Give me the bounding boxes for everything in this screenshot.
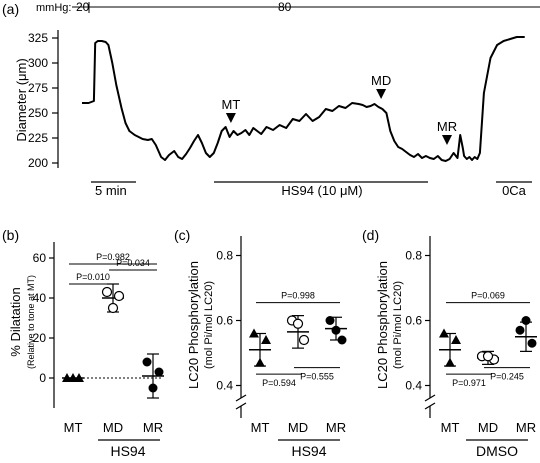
panel-b-plot: 0 20 40 60 MT MD MR P=0.982 P=0.010 P=0.034: [33, 242, 164, 435]
treatment-label: HS94 (10 μM): [281, 183, 362, 198]
panel-a-y-axis: 200 225 250 275 300 325: [28, 30, 59, 170]
panel-a-y-tick-label: 325: [28, 31, 48, 45]
data-point-mt: [68, 373, 78, 382]
panel-a-y-tick-label: 275: [28, 81, 48, 95]
diameter-trace: [82, 36, 525, 162]
panel-a-y-label: Diameter (μm): [14, 58, 29, 141]
y-tick-label: 20: [33, 331, 47, 345]
data-point-mt: [255, 357, 265, 367]
data-point-mr: [142, 357, 152, 367]
annotation-arrow-md: [376, 89, 387, 99]
pressure-value-20: 20: [76, 0, 90, 14]
panel-a: (a) mmHg: 20 80 200 225 250 275 300 325 Diame…: [2, 0, 540, 198]
p-value-label: P=0.034: [116, 258, 150, 268]
y-tick-label: 0.8: [216, 249, 233, 263]
y-tick-label: 0.4: [405, 379, 422, 393]
data-point-mr: [148, 383, 158, 393]
panel-a-annotations: MT MD MR: [222, 73, 457, 145]
p-value-label: P=0.245: [490, 372, 524, 382]
data-point-md: [482, 351, 494, 362]
axis-break-mark: [235, 394, 247, 402]
panel-b-y-label: % Dilatation: [8, 287, 23, 356]
panel-b-letter: (b): [2, 227, 19, 243]
washout-label: 0Ca: [502, 183, 527, 198]
y-tick-label: 0.8: [405, 249, 422, 263]
data-point-mr: [337, 335, 347, 345]
panel-a-letter: (a): [2, 1, 19, 17]
annotation-label-md: MD: [371, 73, 391, 88]
data-point-mt: [445, 357, 455, 367]
panel-c-letter: (c): [174, 227, 190, 243]
p-value-label: P=0.594: [262, 378, 296, 388]
panel-a-y-tick-label: 250: [28, 106, 48, 120]
x-category-label-mt: MT: [251, 420, 270, 435]
data-point-mt: [261, 335, 271, 344]
panel-a-y-tick-label: 200: [28, 156, 48, 170]
p-value-label: P=0.971: [452, 378, 486, 388]
axis-break-mark: [235, 402, 247, 410]
y-tick-label: 0.4: [216, 379, 233, 393]
pressure-label: mmHg:: [36, 2, 71, 14]
x-category-label-mr: MR: [326, 420, 346, 435]
data-point-mr: [325, 316, 335, 325]
annotation-arrow-mr: [441, 135, 452, 145]
y-tick-label: 0.6: [405, 314, 422, 328]
x-category-label-md: MD: [288, 420, 308, 435]
y-tick-label: 40: [33, 291, 47, 305]
y-tick-label: 0: [39, 371, 46, 385]
data-point-mr: [527, 338, 537, 348]
x-category-label-md: MD: [103, 420, 123, 435]
p-value-label: P=0.998: [281, 291, 315, 301]
p-value-label: P=0.069: [471, 291, 505, 301]
data-point-md: [298, 334, 310, 346]
panel-d-plot: 0.4 0.6 0.8 MT MD MR P=0.069 P=0.971 P=0.245: [405, 236, 537, 435]
axis-break-mark: [424, 402, 436, 410]
panel-a-y-tick-label: 225: [28, 131, 48, 145]
data-point-mr: [515, 325, 525, 335]
annotation-arrow-mt: [225, 113, 236, 123]
panel-c-y-label: LC20 Phosphorylation: [186, 261, 201, 389]
panel-c-group-label: HS94: [291, 443, 326, 459]
pressure-value-80: 80: [278, 0, 292, 14]
data-point-mt: [249, 328, 259, 338]
data-point-md: [101, 286, 113, 298]
panel-c: (c) LC20 Phosphorylation (mol Pi/mol LC2…: [174, 227, 347, 459]
panel-b-group-label: HS94: [110, 443, 145, 459]
data-point-mt: [439, 328, 449, 338]
panel-a-y-tick-label: 300: [28, 56, 48, 70]
axis-break-mark: [424, 394, 436, 402]
data-point-md: [113, 290, 125, 302]
data-point-mr: [521, 316, 531, 325]
data-point-md: [292, 318, 304, 329]
panel-c-plot: 0.4 0.6 0.8 MT MD MR P=0.998 P=0.594 P=0.555: [216, 236, 347, 435]
data-point-mr: [154, 367, 164, 377]
annotation-label-mt: MT: [222, 97, 241, 112]
panel-d-y-sublabel: (mol Pi/mol LC20): [392, 281, 404, 369]
data-point-mt: [451, 335, 461, 344]
x-category-label-mt: MT: [441, 420, 460, 435]
x-category-label-mr: MR: [516, 420, 536, 435]
data-point-md: [107, 302, 119, 314]
x-category-label-md: MD: [478, 420, 498, 435]
panel-d-group-label: DMSO: [476, 443, 518, 459]
p-value-label: P=0.982: [96, 252, 130, 262]
panel-b: (b) % Dilatation (Relative to tone at MT…: [2, 227, 164, 459]
data-point-mr: [331, 325, 341, 335]
x-category-label-mr: MR: [143, 420, 163, 435]
annotation-label-mr: MR: [437, 119, 457, 134]
panel-d-letter: (d): [362, 227, 379, 243]
panel-d: (d) LC20 Phosphorylation (mol Pi/mol LC2…: [362, 227, 537, 459]
panel-b-y-sublabel: (Relative to tone at MT): [26, 275, 36, 369]
panel-d-y-label: LC20 Phosphorylation: [375, 261, 390, 389]
x-category-label-mt: MT: [64, 420, 83, 435]
p-value-label: P=0.010: [76, 272, 110, 282]
y-tick-label: 60: [33, 251, 47, 265]
scale-bar-label: 5 min: [95, 183, 127, 198]
panel-c-y-sublabel: (mol Pi/mol LC20): [203, 281, 215, 369]
y-tick-label: 0.6: [216, 314, 233, 328]
p-value-label: P=0.555: [300, 372, 334, 382]
